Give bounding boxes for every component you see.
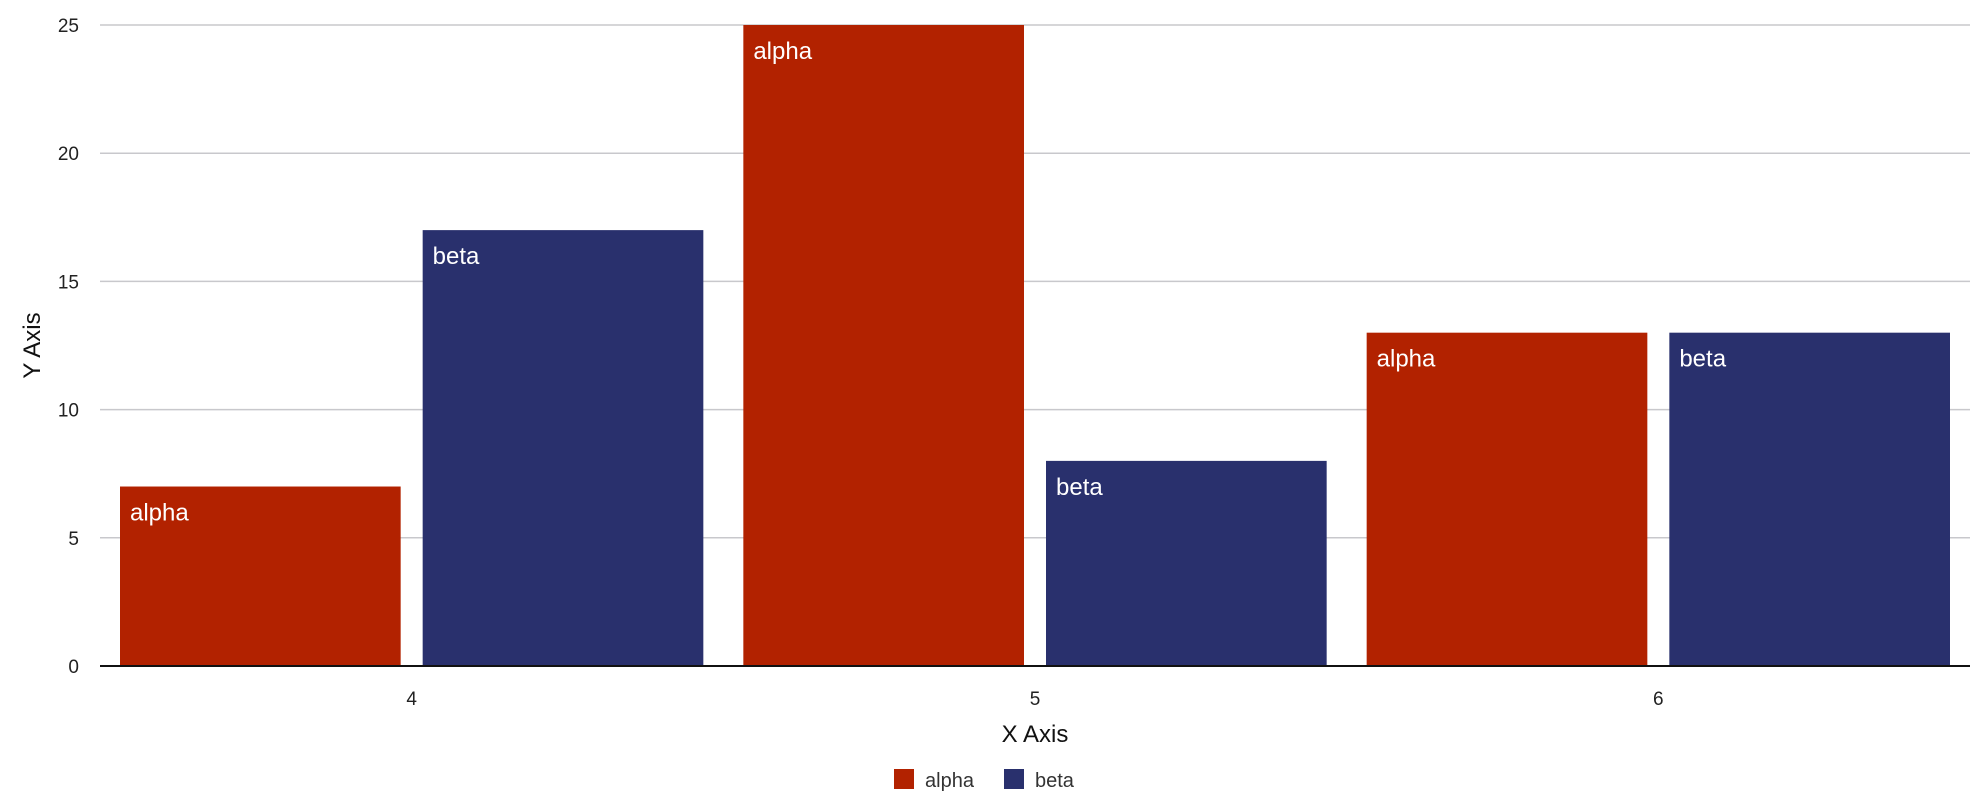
bar-beta-6 <box>1669 332 1950 666</box>
x-axis-ticks: 4 5 6 <box>406 689 1663 710</box>
bar-label: alpha <box>1377 346 1436 373</box>
y-tick-label: 20 <box>58 144 79 165</box>
y-tick-label: 25 <box>58 16 79 37</box>
y-axis-ticks: 0 5 10 15 20 25 <box>58 16 79 678</box>
bar-alpha-6 <box>1366 332 1648 666</box>
y-tick-label: 10 <box>58 401 79 422</box>
bars: alpha beta alpha beta alpha beta <box>120 25 1950 666</box>
bar-alpha-5 <box>743 25 1024 666</box>
legend-label-alpha: alpha <box>925 770 975 792</box>
bar-alpha-4 <box>120 486 401 666</box>
legend-swatch-alpha <box>894 769 914 789</box>
gridlines <box>100 24 1970 539</box>
bar-label: beta <box>433 243 480 270</box>
y-tick-label: 15 <box>58 272 79 293</box>
bar-label: beta <box>1056 474 1103 501</box>
bar-beta-4 <box>422 230 704 666</box>
legend-swatch-beta <box>1004 769 1024 789</box>
bar-beta-5 <box>1046 460 1327 666</box>
y-axis-title: Y Axis <box>19 312 46 378</box>
y-tick-label: 0 <box>68 657 79 678</box>
x-tick-label: 4 <box>406 689 417 710</box>
x-axis-title: X Axis <box>1002 721 1069 748</box>
x-tick-label: 6 <box>1653 689 1664 710</box>
legend: alpha beta <box>894 769 1075 792</box>
bar-label: alpha <box>130 500 189 527</box>
bar-label: alpha <box>753 38 812 65</box>
y-tick-label: 5 <box>68 529 79 550</box>
legend-label-beta: beta <box>1035 770 1075 792</box>
x-tick-label: 5 <box>1030 689 1041 710</box>
bar-label: beta <box>1679 346 1726 373</box>
